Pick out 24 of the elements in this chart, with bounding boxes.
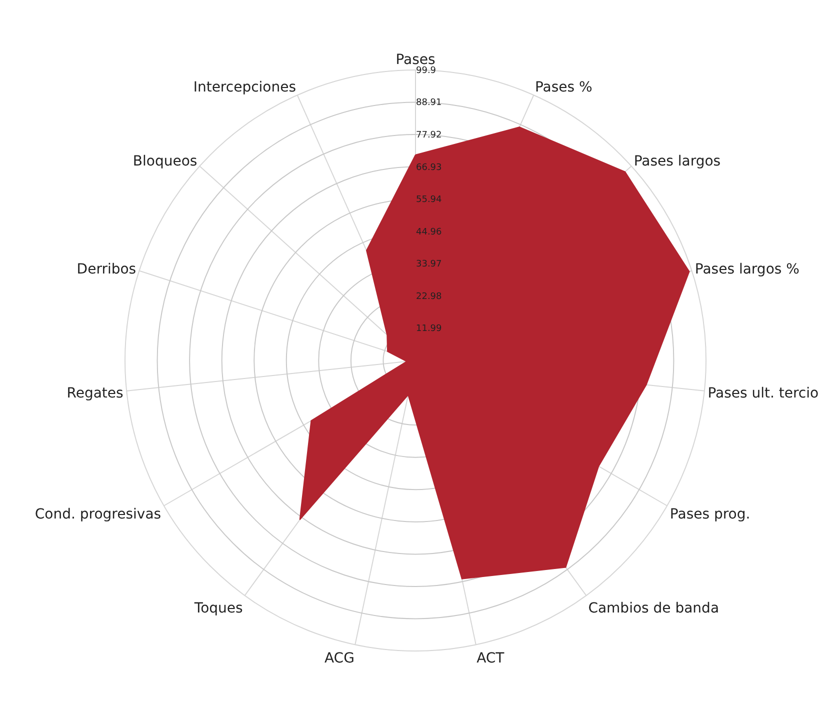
spoke-label: Cond. progresivas: [34, 506, 162, 523]
spoke-label: Pases prog.: [670, 506, 750, 523]
spoke-label: Cambios de banda: [588, 600, 720, 616]
spoke-label: Intercepciones: [193, 80, 296, 96]
spoke-label: ACG: [324, 650, 354, 667]
spoke-label: ACT: [476, 650, 505, 667]
spoke-label: Toques: [193, 600, 243, 616]
spoke-label: Pases %: [535, 80, 592, 96]
y-tick-label: 33.97: [416, 260, 442, 270]
spoke-label: Pases ult. tercio: [708, 386, 819, 402]
spoke-label: Regates: [66, 386, 124, 402]
spoke-label: Derribos: [76, 262, 136, 278]
y-tick-label: 99.9: [416, 66, 436, 76]
y-tick-label: 11.99: [416, 324, 442, 334]
y-tick-label: 44.96: [416, 227, 442, 238]
spoke-label: Pases largos %: [694, 262, 800, 278]
spoke-label: Bloqueos: [132, 154, 198, 170]
y-tick-label: 22.98: [416, 292, 442, 302]
y-tick-label: 88.91: [416, 98, 442, 108]
y-tick-label: 66.93: [416, 162, 442, 173]
spoke-label: Pases: [396, 52, 436, 68]
y-tick-label: 77.92: [416, 130, 442, 140]
spoke-label: Pases largos: [634, 154, 721, 170]
y-tick-label: 55.94: [416, 195, 442, 206]
